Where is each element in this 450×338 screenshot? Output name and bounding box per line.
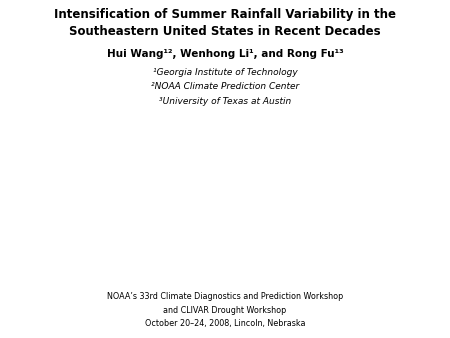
Text: and CLIVAR Drought Workshop: and CLIVAR Drought Workshop [163, 306, 287, 315]
Text: Hui Wang¹², Wenhong Li¹, and Rong Fu¹³: Hui Wang¹², Wenhong Li¹, and Rong Fu¹³ [107, 49, 343, 59]
Text: ³University of Texas at Austin: ³University of Texas at Austin [159, 97, 291, 106]
Text: Intensification of Summer Rainfall Variability in the: Intensification of Summer Rainfall Varia… [54, 8, 396, 21]
Text: NOAA’s 33rd Climate Diagnostics and Prediction Workshop: NOAA’s 33rd Climate Diagnostics and Pred… [107, 292, 343, 301]
Text: ¹Georgia Institute of Technology: ¹Georgia Institute of Technology [153, 68, 297, 77]
Text: October 20–24, 2008, Lincoln, Nebraska: October 20–24, 2008, Lincoln, Nebraska [145, 319, 305, 329]
Text: ²NOAA Climate Prediction Center: ²NOAA Climate Prediction Center [151, 82, 299, 91]
Text: Southeastern United States in Recent Decades: Southeastern United States in Recent Dec… [69, 25, 381, 38]
